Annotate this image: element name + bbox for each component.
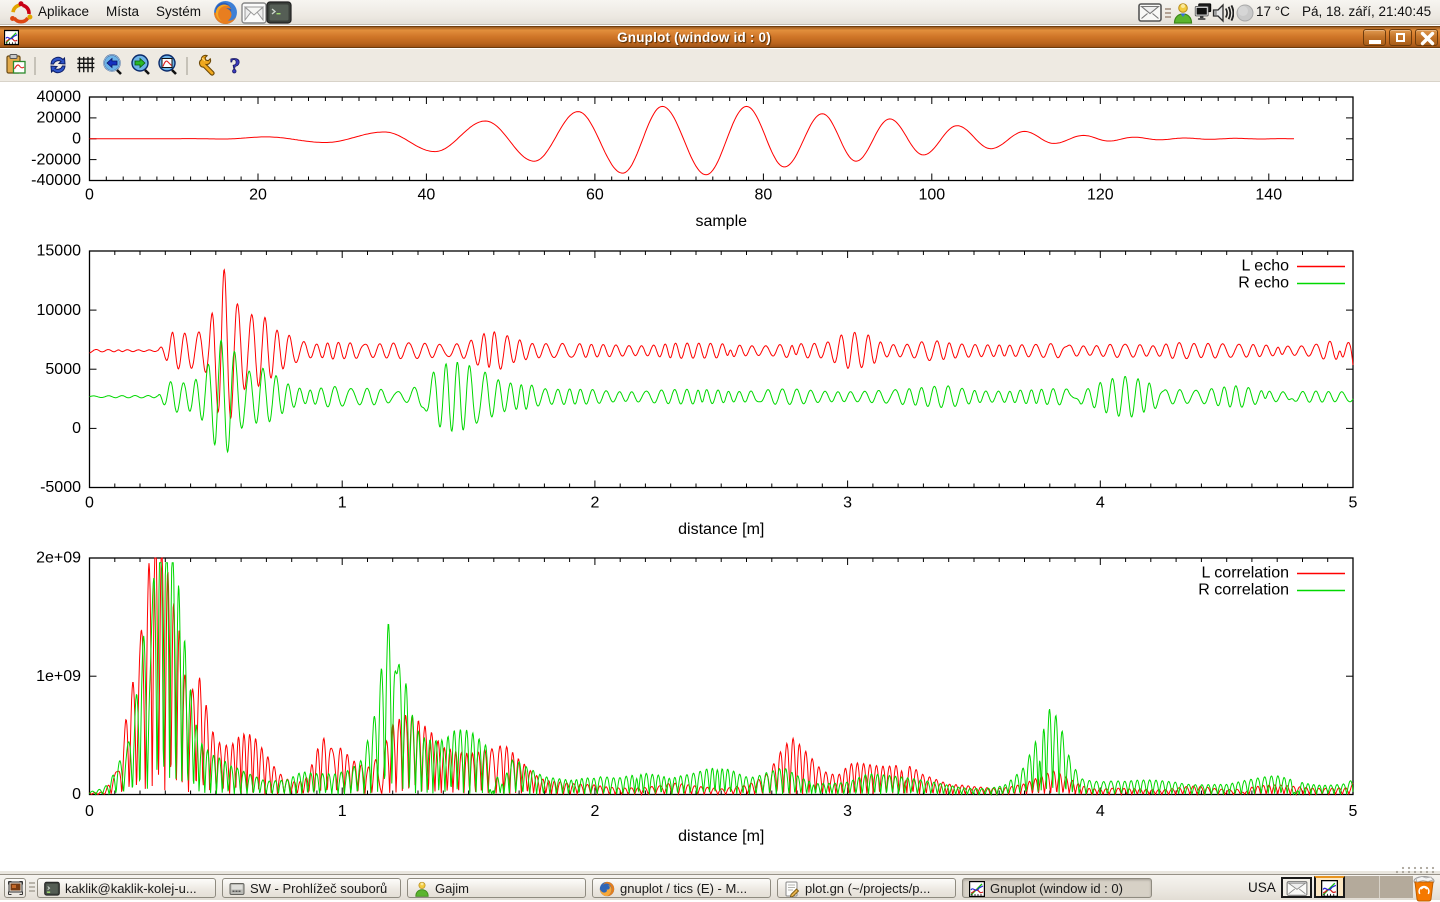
svg-text:120: 120 <box>1087 187 1114 204</box>
svg-text:sample: sample <box>695 213 747 230</box>
svg-text:10000: 10000 <box>37 302 82 319</box>
svg-text:20000: 20000 <box>37 110 82 127</box>
svg-text:distance [m]: distance [m] <box>678 521 764 538</box>
svg-text:80: 80 <box>754 187 772 204</box>
svg-text:2: 2 <box>590 803 599 820</box>
svg-text:0: 0 <box>72 420 81 437</box>
svg-text:40: 40 <box>418 187 436 204</box>
svg-text:40000: 40000 <box>37 89 82 106</box>
svg-text:1: 1 <box>338 495 347 512</box>
svg-text:L echo: L echo <box>1242 258 1290 275</box>
svg-text:0: 0 <box>72 130 81 147</box>
svg-text:5: 5 <box>1349 495 1358 512</box>
svg-text:3: 3 <box>843 803 852 820</box>
svg-text:4: 4 <box>1096 495 1105 512</box>
svg-text:0: 0 <box>85 495 94 512</box>
svg-text:0: 0 <box>85 803 94 820</box>
svg-text:5: 5 <box>1349 803 1358 820</box>
svg-text:distance [m]: distance [m] <box>678 828 764 845</box>
svg-text:15000: 15000 <box>37 243 82 260</box>
svg-text:R correlation: R correlation <box>1198 582 1289 599</box>
svg-text:20: 20 <box>249 187 267 204</box>
svg-text:?: ? <box>230 54 241 78</box>
svg-text:0: 0 <box>72 786 81 803</box>
svg-text:L correlation: L correlation <box>1202 565 1289 582</box>
svg-text:140: 140 <box>1255 187 1282 204</box>
svg-text:1: 1 <box>338 803 347 820</box>
svg-text:2e+09: 2e+09 <box>36 550 81 567</box>
svg-text:-20000: -20000 <box>31 151 81 168</box>
svg-text:-40000: -40000 <box>31 172 81 189</box>
svg-text:5000: 5000 <box>45 361 81 378</box>
svg-text:-5000: -5000 <box>40 479 81 496</box>
svg-text:4: 4 <box>1096 803 1105 820</box>
svg-text:R echo: R echo <box>1238 275 1289 292</box>
svg-text:1e+09: 1e+09 <box>36 668 81 685</box>
svg-text:2: 2 <box>590 495 599 512</box>
svg-text:60: 60 <box>586 187 604 204</box>
svg-text:0: 0 <box>85 187 94 204</box>
svg-text:100: 100 <box>918 187 945 204</box>
svg-text:3: 3 <box>843 495 852 512</box>
